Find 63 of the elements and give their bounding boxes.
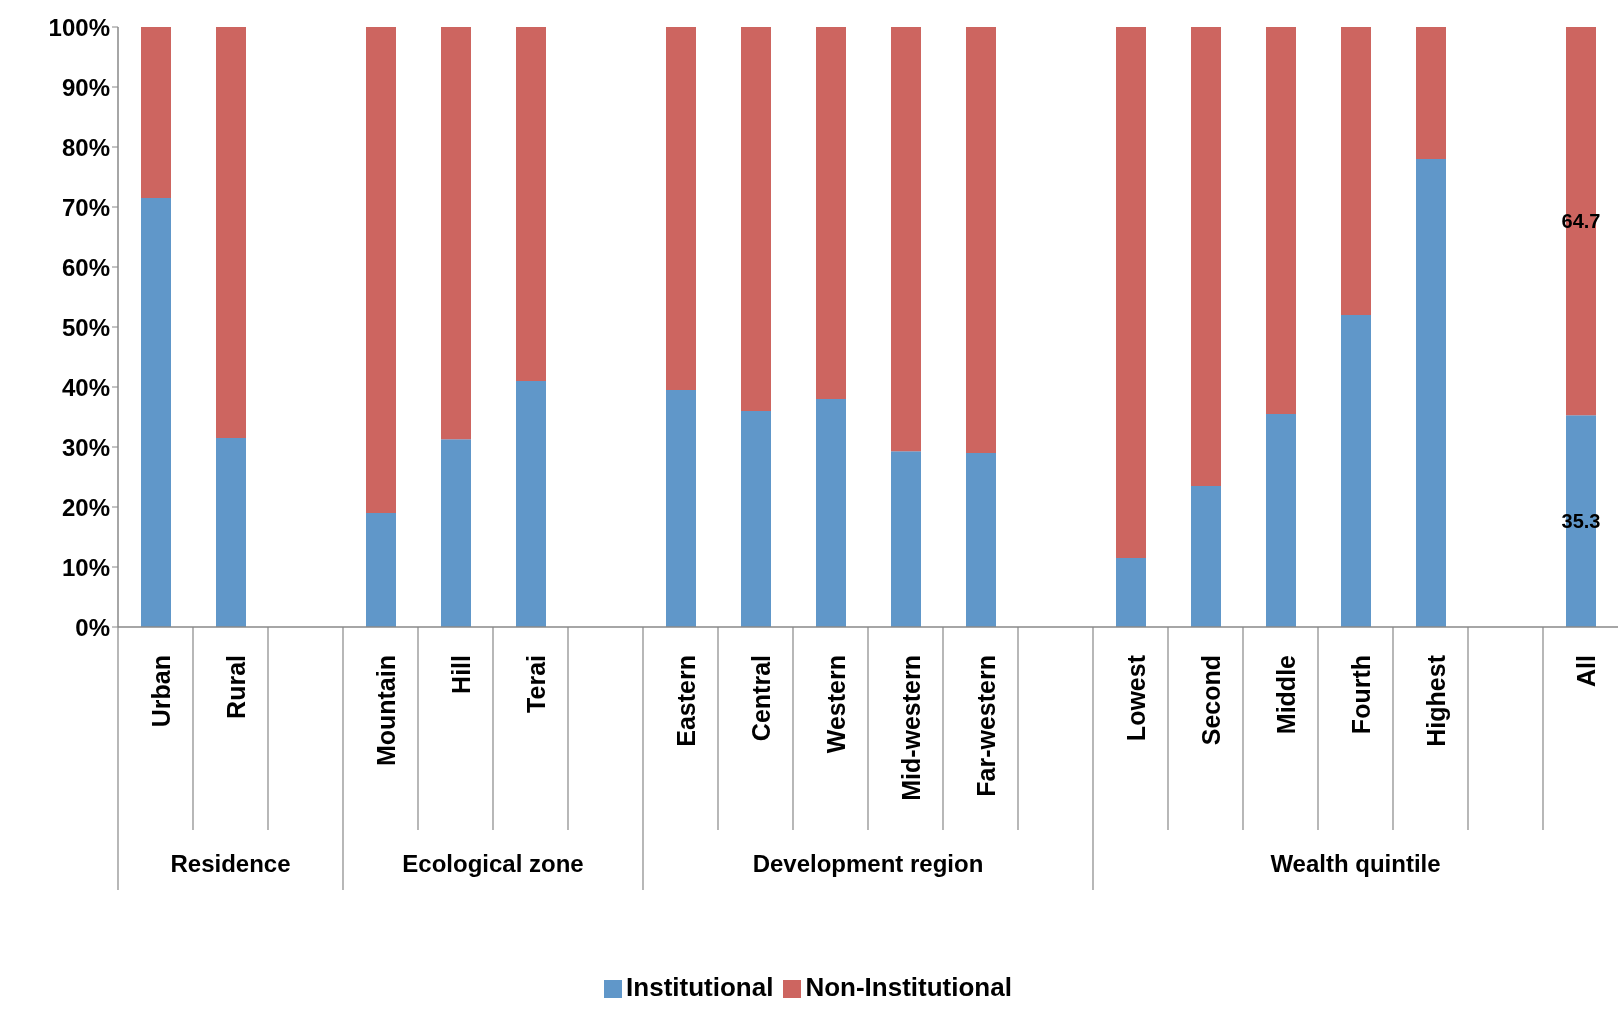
- bar: [666, 27, 696, 390]
- legend-label: Institutional: [626, 972, 774, 1002]
- y-tick-label: 60%: [61, 253, 110, 281]
- y-tick-label: 30%: [61, 433, 110, 461]
- y-tick-label: 50%: [61, 313, 110, 341]
- bar: [1191, 486, 1221, 627]
- bar: [1191, 27, 1221, 486]
- x-tick-label: Rural: [222, 655, 251, 719]
- bar: [216, 27, 246, 438]
- bar: [741, 27, 771, 411]
- x-tick-label: Mountain: [372, 655, 401, 767]
- y-tick-label: 10%: [61, 553, 110, 581]
- bar: [1416, 27, 1446, 159]
- bar: [141, 198, 171, 627]
- bar: [741, 411, 771, 627]
- y-tick-label: 100%: [48, 13, 110, 41]
- x-tick-label: Urban: [147, 655, 176, 728]
- text: Development region: [752, 850, 984, 877]
- bar: [366, 513, 396, 627]
- bar: [366, 27, 396, 513]
- bar: [891, 27, 921, 452]
- bar: [216, 438, 246, 627]
- bar: [1341, 315, 1371, 627]
- bar: [966, 453, 996, 627]
- bar: [1116, 27, 1146, 558]
- y-tick-label: 20%: [61, 493, 110, 521]
- bar: [891, 451, 921, 627]
- bar: [1266, 414, 1296, 627]
- x-tick-label: Western: [822, 655, 851, 754]
- x-tick-label: Second: [1197, 655, 1226, 746]
- y-tick-label: 80%: [61, 133, 110, 161]
- bar: [516, 27, 546, 381]
- bar: [966, 27, 996, 453]
- text: Residence: [170, 850, 291, 877]
- bar: [441, 439, 471, 627]
- bar: [1116, 558, 1146, 627]
- x-tick-label: Middle: [1272, 654, 1301, 735]
- x-tick-label: Terai: [522, 655, 551, 713]
- x-tick-label: Mid-western: [897, 655, 926, 801]
- x-tick-label: Highest: [1422, 654, 1451, 747]
- y-tick-label: 0%: [75, 613, 110, 641]
- y-tick-label: 40%: [61, 373, 110, 401]
- bar: [816, 399, 846, 627]
- bar: [1341, 27, 1371, 315]
- x-tick-label: Lowest: [1122, 654, 1151, 742]
- text: Ecological zone: [402, 850, 584, 877]
- x-tick-label: Far-western: [972, 655, 1001, 797]
- y-tick-label: 90%: [61, 73, 110, 101]
- text: Wealth quintile: [1270, 850, 1441, 877]
- bar: [141, 27, 171, 198]
- x-tick-label: Hill: [447, 655, 476, 694]
- x-tick-label: Central: [747, 655, 776, 742]
- y-tick-label: 70%: [61, 193, 110, 221]
- bar: [1416, 159, 1446, 627]
- x-tick-label: Fourth: [1347, 655, 1376, 735]
- bar: [666, 390, 696, 627]
- bar: [516, 381, 546, 627]
- x-tick-label: Eastern: [672, 655, 701, 747]
- bar: [1266, 27, 1296, 414]
- legend-label: Non-Institutional: [805, 972, 1012, 1002]
- bar: [441, 27, 471, 440]
- x-tick-label: All: [1572, 655, 1601, 687]
- bar: [816, 27, 846, 399]
